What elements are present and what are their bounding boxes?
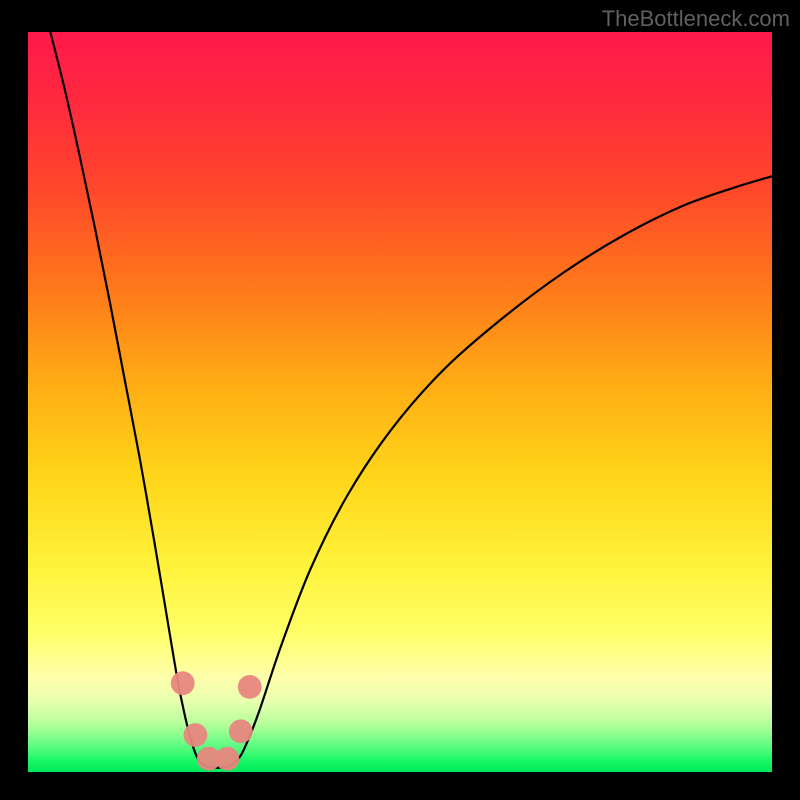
marker-point (238, 675, 262, 699)
plot-frame (28, 32, 772, 772)
marker-point (184, 723, 208, 747)
marker-point (229, 719, 253, 743)
marker-point (171, 671, 195, 695)
marker-point (215, 747, 239, 771)
marker-points (171, 671, 262, 770)
bottleneck-chart-canvas: TheBottleneck.com (0, 0, 800, 800)
bottleneck-curve (50, 32, 772, 768)
curve-layer (28, 32, 772, 772)
watermark-text: TheBottleneck.com (602, 6, 790, 32)
